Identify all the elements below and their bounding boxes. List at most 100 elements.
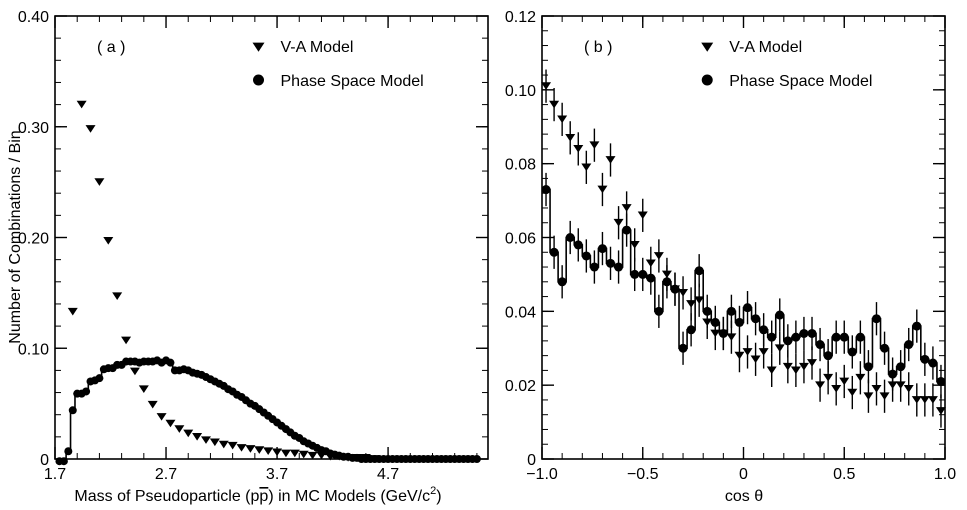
x-tick-label: 0 [739, 466, 748, 483]
va-model-point [236, 444, 247, 452]
x-axis-title-a: Mass of Pseudoparticle (pp) in MC Models… [74, 485, 441, 505]
va-model-point [629, 241, 640, 249]
va-model-point [774, 344, 785, 352]
va-model-point [782, 362, 793, 371]
va-model-point [183, 429, 194, 438]
phase-space-point [589, 262, 599, 272]
va-model-point [549, 100, 560, 109]
x-tick-label: 2.7 [155, 466, 177, 483]
phase-space-point [82, 387, 91, 396]
phase-space-point [630, 269, 640, 279]
phase-space-point [743, 303, 753, 313]
phase-space-point [759, 325, 769, 335]
x-tick-label: 1.0 [934, 466, 956, 483]
legend-label-va: V-A Model [729, 39, 802, 56]
va-model-point [871, 385, 882, 393]
phase-space-point [166, 358, 175, 367]
va-model-point [298, 450, 309, 459]
va-model-point [661, 270, 672, 279]
phase-space-point [573, 240, 583, 250]
va-model-point [855, 373, 866, 382]
va-model-point [209, 438, 220, 447]
phase-space-point [871, 314, 881, 324]
x-axis-title-b: cos θ [725, 488, 763, 505]
va-model-point [254, 446, 265, 454]
va-model-point [289, 449, 300, 458]
phase-space-point [775, 310, 785, 320]
va-model-point [85, 125, 96, 133]
phase-space-point [751, 314, 761, 324]
phase-space-point [614, 262, 624, 272]
phase-space-point [726, 306, 736, 316]
phase-space-point [95, 374, 104, 383]
va-model-point [807, 359, 818, 367]
phase-space-point [694, 266, 704, 276]
panel-a-mass-distribution: 1.7 2.7 3.7 4.7 0 0.10 0.20 0.30 0.40 ( a ) V-A Mo… [18, 9, 489, 483]
y-tick-label: 0.12 [505, 9, 536, 26]
y-tick-label: 0.10 [505, 83, 536, 100]
va-model-point [351, 454, 362, 462]
legend-label-va: V-A Model [281, 39, 354, 56]
phase-space-point [928, 358, 938, 368]
phase-space-point [783, 336, 793, 346]
va-model-point [112, 292, 123, 300]
va-model-point [678, 289, 689, 297]
va-model-point [557, 115, 568, 124]
y-tick-label: 0.30 [18, 120, 49, 137]
phase-space-point [678, 343, 688, 353]
phase-space-point [815, 340, 825, 350]
va-model-point [903, 385, 914, 393]
phase-space-point [807, 328, 817, 338]
va-model-point [798, 362, 809, 371]
va-model-point [887, 381, 898, 389]
phase-space-point [912, 321, 922, 331]
phase-space-point [823, 351, 833, 361]
phase-space-point [606, 258, 616, 268]
va-model-point [307, 451, 318, 460]
phase-space-point [896, 362, 906, 372]
va-model-point [710, 329, 721, 338]
phase-space-point [847, 347, 857, 357]
x-axis-title-pbar: p [259, 488, 268, 505]
va-model-point [67, 307, 78, 316]
va-model-point [334, 452, 345, 461]
va-model-point [750, 355, 761, 364]
va-model-point [758, 348, 769, 356]
va-model-point [138, 385, 149, 393]
va-model-point [734, 351, 745, 360]
phase-space-point [855, 332, 865, 342]
va-model-point [911, 396, 922, 404]
y-tick-label: 0.08 [505, 157, 536, 174]
va-model-point [200, 436, 211, 444]
va-model-point [766, 366, 777, 375]
phase-space-histogram [57, 359, 480, 463]
panel-b-cos-theta-distribution: −1.0 −0.5 0 0.5 1.0 0 0.02 0.04 0.06 0.08 0.10 0.12… [505, 9, 956, 483]
phase-space-point [59, 457, 68, 466]
va-model-point [702, 318, 713, 327]
x-axis-title-superscript: 2 [430, 485, 436, 497]
x-axis-title-part: ) [436, 488, 441, 505]
va-model-point [94, 178, 105, 186]
phase-space-point [597, 244, 607, 254]
x-tick-label: −0.5 [627, 466, 659, 483]
va-model-point [316, 451, 327, 460]
x-tick-label: 4.7 [377, 466, 399, 483]
phase-space-point [581, 251, 591, 261]
va-model-point [790, 366, 801, 375]
va-model-point [147, 400, 158, 409]
x-tick-label: −1.0 [526, 466, 558, 483]
va-model-point [726, 333, 737, 341]
va-model-point [879, 392, 890, 400]
panel-label: ( a ) [97, 39, 125, 56]
va-model-point [669, 285, 680, 293]
va-model-point [343, 454, 354, 462]
phase-space-point [638, 269, 648, 279]
phase-space-point [904, 340, 914, 350]
va-model-point [121, 336, 132, 345]
y-tick-label: 0.20 [18, 231, 49, 248]
y-tick-label: 0.40 [18, 9, 49, 26]
x-axis-title-part: Mass of Pseudoparticle (p [74, 488, 259, 505]
va-model-point [369, 455, 380, 463]
va-model-point [621, 204, 632, 212]
x-tick-label: 1.7 [44, 466, 66, 483]
